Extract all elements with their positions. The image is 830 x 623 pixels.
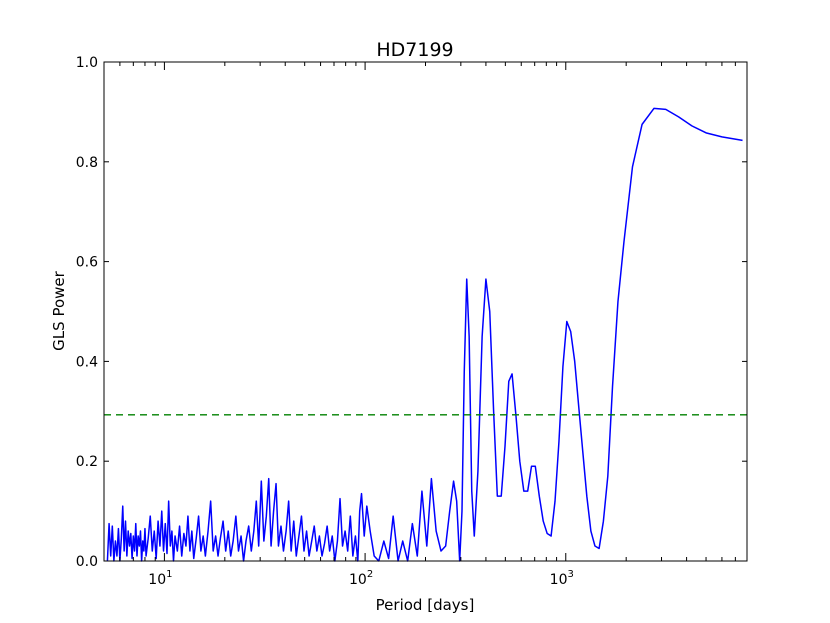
- y-tick-label: 0.8: [76, 155, 98, 171]
- axis-layer: 0.0 0.2 0.4 0.6 0.8 1.0 101 102 103: [76, 55, 748, 588]
- x-axis-label: Period [days]: [376, 596, 475, 614]
- x-tick-label: 102: [349, 569, 373, 588]
- y-tick-label: 0.2: [76, 454, 98, 470]
- x-tick-label: 103: [550, 569, 574, 588]
- y-tick-label: 0.0: [76, 554, 98, 570]
- x-tick-label: 101: [148, 569, 172, 588]
- y-tick-label: 0.4: [76, 354, 98, 370]
- y-tick-label: 1.0: [76, 55, 98, 71]
- plot-layer: [104, 107, 747, 562]
- chart-title: HD7199: [376, 39, 453, 61]
- y-tick-label: 0.6: [76, 255, 98, 271]
- series-line-0: [106, 107, 743, 562]
- plot-area: [104, 62, 747, 561]
- y-axis-label: GLS Power: [50, 270, 68, 350]
